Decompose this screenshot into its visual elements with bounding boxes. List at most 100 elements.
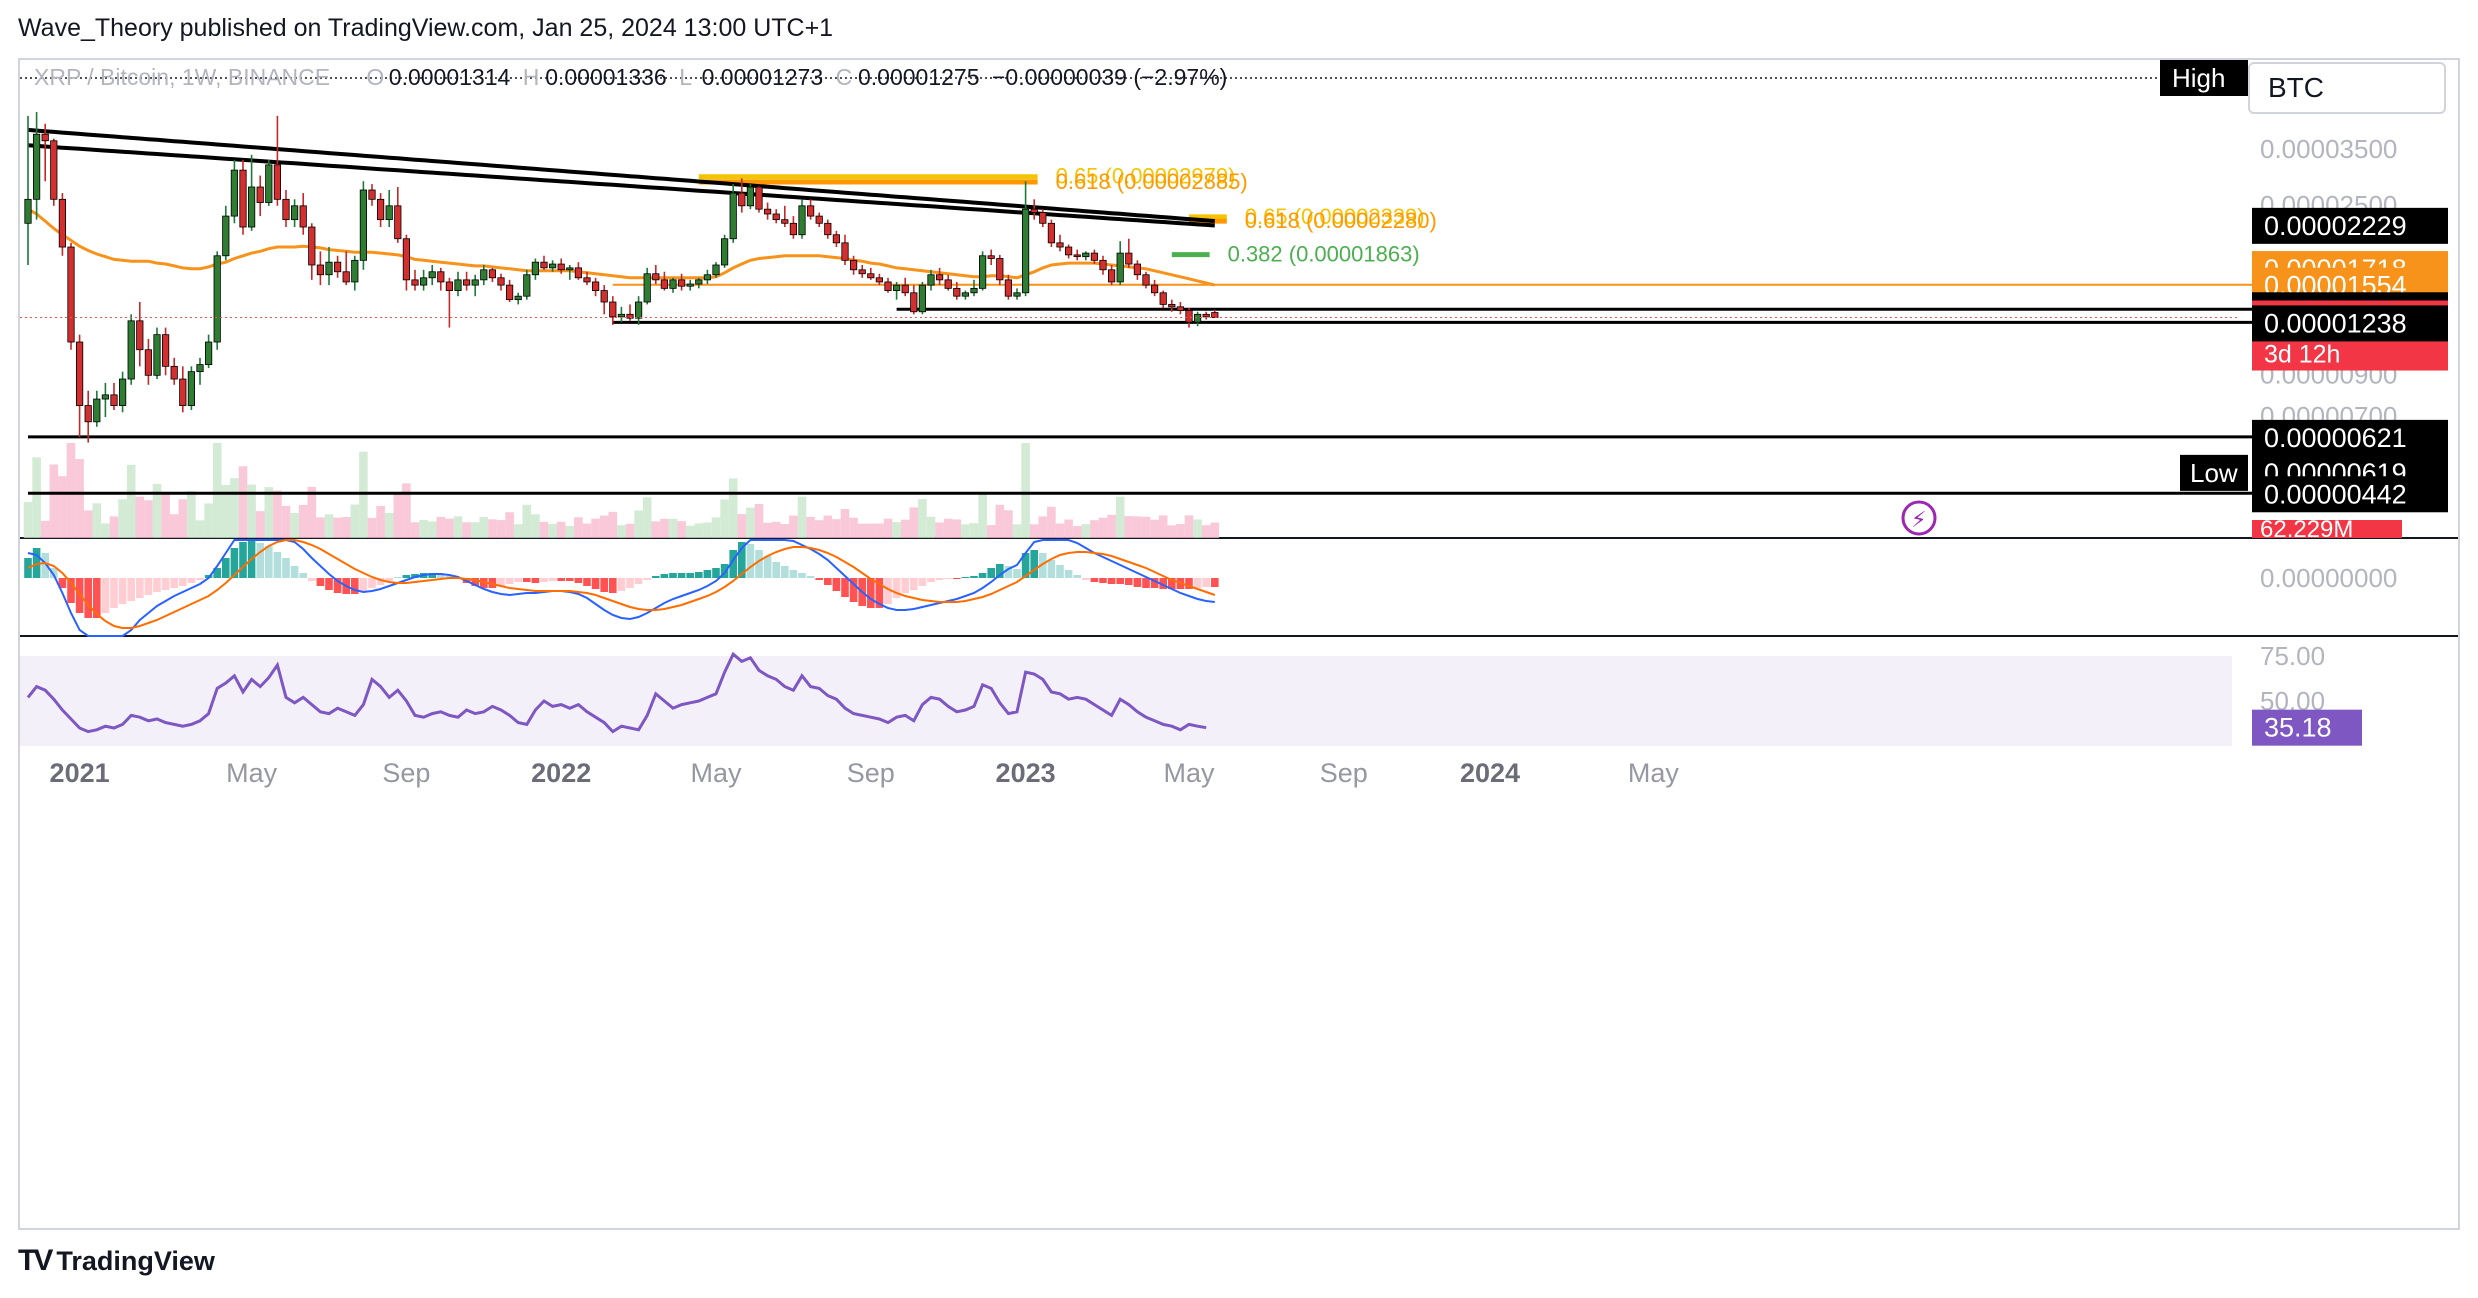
volume-bar <box>539 521 549 538</box>
candle-body <box>480 269 488 281</box>
macd-histogram-bar <box>806 576 815 578</box>
macd-histogram-bar <box>978 573 987 578</box>
volume-bar <box>101 523 110 538</box>
volume-bar <box>410 522 420 538</box>
macd-histogram-bar <box>368 578 376 588</box>
fib-label: 0.618 (0.00002885) <box>1056 169 1248 194</box>
macd-histogram-bar <box>299 573 307 578</box>
volume-bar <box>703 522 712 538</box>
volume-bar <box>402 483 411 538</box>
candle-body <box>738 192 746 207</box>
macd-histogram-bar <box>24 558 32 578</box>
macd-histogram-bar <box>789 570 798 578</box>
candle-body <box>84 405 92 423</box>
volume-bar <box>849 517 858 538</box>
macd-histogram-bar <box>1116 578 1124 584</box>
candle-body <box>514 295 522 301</box>
candle-body <box>239 169 247 228</box>
candle-body <box>50 140 58 200</box>
macd-histogram-bar <box>1021 553 1030 578</box>
legend-low-label: L <box>679 64 692 90</box>
macd-histogram-bar <box>824 578 832 585</box>
candle-body <box>875 277 884 283</box>
macd-histogram-bar <box>600 578 608 592</box>
chart-svg[interactable]: 0.65 (0.00002979)0.618 (0.00002885) 0.65 … <box>20 60 2458 1228</box>
candle-body <box>781 219 789 224</box>
candle-body <box>290 205 299 221</box>
candle-body <box>927 274 935 286</box>
volume-bar <box>823 515 833 538</box>
high-badge-bg <box>2160 60 2248 96</box>
candle-body <box>979 255 987 289</box>
macd-histogram-bar <box>901 578 909 593</box>
volume-bar <box>462 522 471 538</box>
candle-body <box>333 261 342 273</box>
volume-bar <box>513 524 523 538</box>
volume-bar <box>49 464 59 538</box>
candle-body <box>204 341 213 366</box>
candle-body <box>32 133 41 200</box>
chart-frame[interactable]: 0.65 (0.00002979) 0.618 (0.00002885) 0.65 … <box>18 58 2460 1230</box>
macd-histogram-bar <box>763 556 772 578</box>
macd-histogram-bar <box>385 578 393 581</box>
volume-bar <box>445 518 454 538</box>
volume-bar <box>1115 496 1125 538</box>
volume-bar <box>1210 522 1220 538</box>
macd-histogram-bar <box>944 578 952 579</box>
volume-bar <box>92 503 102 538</box>
macd-histogram-bar <box>359 578 368 591</box>
candle-body <box>918 284 927 313</box>
macd-histogram-bar <box>652 576 660 578</box>
price-tag-value: 0.00000442 <box>2264 479 2407 509</box>
macd-histogram-bar <box>1039 553 1047 578</box>
volume-bar <box>582 523 592 538</box>
volume-bar <box>247 484 256 538</box>
candle-body <box>462 279 471 286</box>
volume-bar <box>230 478 239 538</box>
macd-histogram-bar <box>772 562 780 578</box>
volume-bar <box>436 516 446 538</box>
volume-bar <box>255 511 265 538</box>
macd-histogram-bar <box>1142 578 1150 588</box>
volume-bar <box>900 519 910 538</box>
rsi-tag-bg <box>2252 709 2362 746</box>
candle-body <box>1168 303 1176 308</box>
candle-body <box>58 198 67 248</box>
candle-body <box>488 269 497 279</box>
volume-bar <box>943 518 953 538</box>
macd-histogram-bar <box>686 573 694 578</box>
candle-body <box>686 283 694 287</box>
macd-histogram-bar <box>1202 578 1210 587</box>
volume-bar <box>161 493 170 538</box>
candle-body <box>1142 274 1150 286</box>
volume-bar <box>797 496 807 538</box>
volume-bar <box>83 510 93 538</box>
macd-histogram-bar <box>798 573 806 578</box>
macd-histogram-bar <box>437 574 445 578</box>
macd-histogram-bar <box>583 578 591 586</box>
currency-button[interactable]: BTC <box>2248 62 2446 114</box>
volume-bar <box>771 521 781 538</box>
macd-histogram-bar <box>1107 578 1116 584</box>
time-axis-tick: Sep <box>382 758 430 788</box>
candle-body <box>1056 242 1064 248</box>
candle-body <box>901 284 909 294</box>
price-tag-bg <box>2252 419 2448 456</box>
volume-bar <box>1038 516 1048 538</box>
ema-black-fast-line <box>27 143 1215 228</box>
volume-bar <box>212 443 222 538</box>
candle-body <box>161 334 170 367</box>
macd-histogram-bar <box>1056 565 1064 578</box>
macd-histogram-bar <box>376 578 385 585</box>
volume-bar <box>479 517 489 538</box>
candle-body <box>1013 292 1021 297</box>
currency-label: BTC <box>2268 72 2324 103</box>
macd-histogram-bar <box>1013 569 1021 578</box>
volume-bar <box>144 500 153 538</box>
candle-body <box>342 271 350 283</box>
volume-bar <box>591 518 600 538</box>
macd-histogram-bar <box>566 578 574 581</box>
volume-bar <box>978 492 987 538</box>
candle-body <box>76 341 84 406</box>
macd-histogram-bar <box>222 558 230 578</box>
